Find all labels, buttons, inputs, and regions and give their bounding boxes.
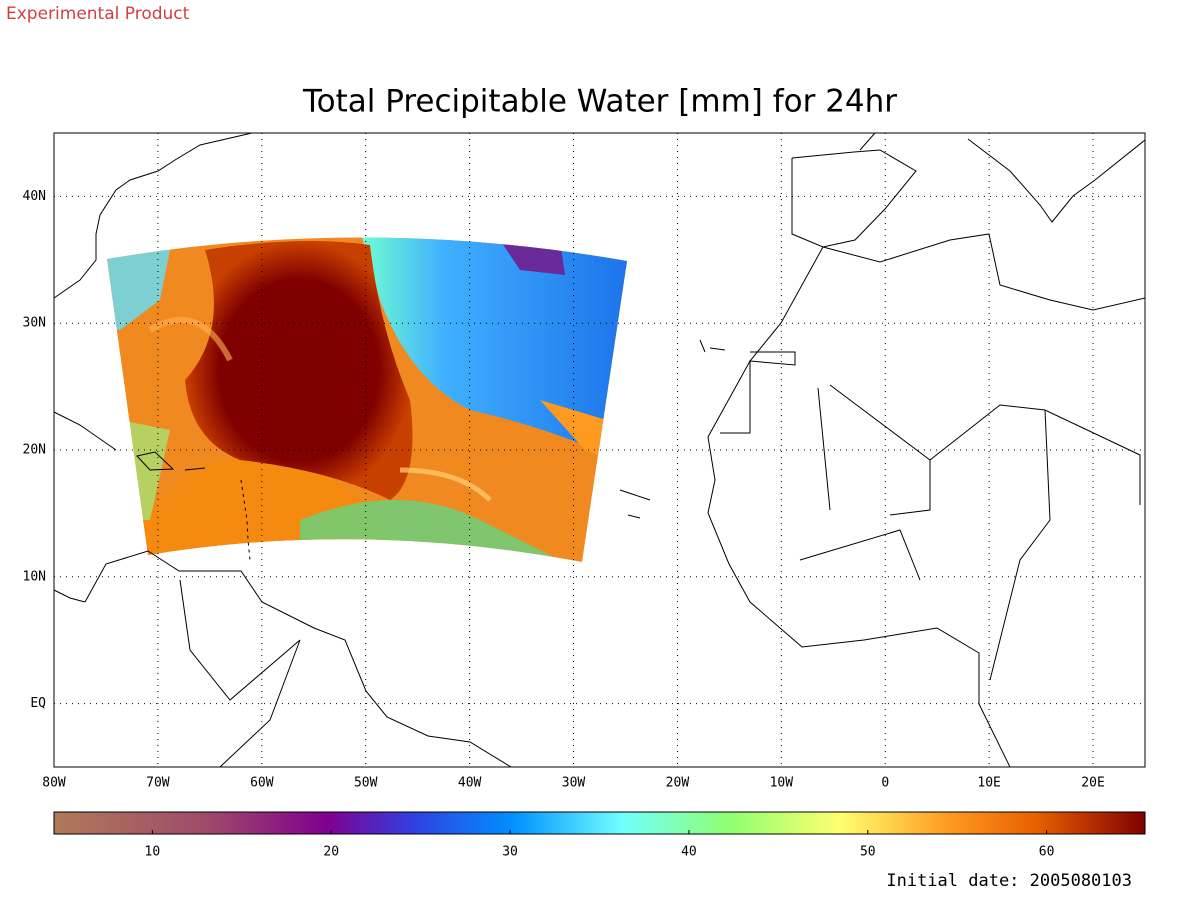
colorbar-tick-label: 60 [1039,845,1055,860]
x-tick-label: 80W [42,776,66,791]
y-tick-label: 10N [23,569,46,584]
x-tick-label: 10W [770,776,794,791]
x-tick-label: 60W [250,776,274,791]
precip-field [107,237,627,562]
footer: Initial date: 2005080103 [886,871,1132,891]
x-tick-label: 50W [354,776,378,791]
x-tick-label: 70W [146,776,170,791]
colorbar-tick-label: 40 [681,845,697,860]
title: Total Precipitable Water [mm] for 24hr [302,84,897,120]
colorbar-tick-label: 10 [145,845,161,860]
x-tick-label: 20E [1081,776,1104,791]
header: Experimental Product [6,4,190,24]
colorbar-tick-label: 50 [860,845,876,860]
x-tick-label: 0 [881,776,889,791]
x-tick-label: 30W [562,776,586,791]
x-tick-label: 40W [458,776,482,791]
x-tick-label: 10E [977,776,1000,791]
coastlines [53,132,1146,768]
colorbar [53,811,1146,835]
colorbar-tick-label: 30 [502,845,518,860]
y-tick-label: 30N [23,316,46,331]
y-tick-label: 40N [23,189,46,204]
colorbar-tick-label: 20 [323,845,339,860]
y-tick-label: EQ [30,696,46,711]
x-tick-label: 20W [666,776,690,791]
y-tick-label: 20N [23,443,46,458]
